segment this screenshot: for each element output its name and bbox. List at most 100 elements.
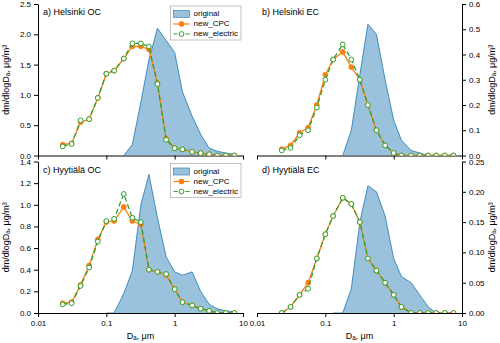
tick: 0.1 — [101, 313, 113, 328]
legend-entry: new_electric — [174, 187, 238, 196]
tick-mark — [106, 313, 107, 317]
axis-line — [462, 162, 463, 314]
marker — [279, 311, 284, 313]
marker — [69, 301, 74, 306]
tick-label: 2.0 — [20, 30, 32, 39]
tick-mark — [34, 4, 38, 5]
tick: 0.3 — [462, 76, 481, 85]
marker — [374, 268, 379, 273]
marker — [340, 195, 345, 200]
marker — [198, 306, 203, 311]
marker — [442, 311, 447, 313]
marker — [451, 311, 456, 313]
tick: 0.1 — [320, 313, 332, 328]
marker — [121, 192, 126, 197]
tick-label: 0.4 — [20, 266, 32, 275]
marker — [323, 232, 328, 237]
tick-mark — [243, 156, 244, 160]
marker — [95, 96, 100, 101]
tick — [106, 156, 107, 160]
marker — [357, 220, 362, 225]
marker — [172, 287, 177, 292]
marker — [279, 148, 284, 153]
legend-label: original — [194, 9, 220, 18]
marker — [366, 103, 371, 108]
tick: 0.5 — [462, 25, 481, 34]
marker — [87, 265, 92, 270]
marker — [232, 311, 237, 313]
tick-label: 0.0 — [20, 309, 32, 318]
marker — [130, 215, 135, 220]
line — [63, 207, 235, 313]
marker — [417, 153, 422, 155]
tick: 0.05 — [462, 279, 485, 288]
marker — [306, 128, 311, 133]
area — [333, 186, 453, 313]
marker — [451, 153, 456, 155]
axis-line — [38, 162, 39, 314]
y-axis-title: dm/dlogDₐ, μg/m³ — [1, 202, 11, 272]
line — [282, 44, 454, 155]
marker — [409, 311, 414, 313]
marker — [232, 153, 237, 155]
marker — [297, 292, 302, 297]
marker — [78, 284, 83, 289]
tick-mark — [34, 34, 38, 35]
line — [63, 194, 235, 313]
tick-label: 0.6 — [469, 0, 481, 9]
tick-mark — [257, 313, 258, 317]
marker — [297, 292, 302, 297]
marker — [223, 153, 228, 155]
marker — [121, 56, 126, 61]
tick-mark — [462, 105, 466, 106]
tick-mark — [34, 270, 38, 271]
legend-swatch — [174, 168, 190, 175]
tick-label: 0.1 — [101, 319, 113, 328]
tick-mark — [243, 313, 244, 317]
marker — [434, 311, 439, 313]
marker — [426, 311, 431, 313]
tick-mark — [38, 156, 39, 160]
legend-entry: original — [174, 167, 220, 176]
tick-mark — [462, 29, 466, 30]
tick — [394, 156, 395, 160]
marker — [207, 152, 212, 156]
marker — [340, 42, 345, 47]
marker — [112, 68, 117, 73]
marker — [383, 143, 388, 148]
tick: 2.0 — [20, 30, 38, 39]
marker — [331, 57, 336, 62]
tick — [243, 156, 244, 160]
line — [282, 52, 454, 156]
tick: 0.6 — [20, 244, 38, 253]
marker — [426, 153, 431, 155]
marker — [442, 153, 447, 155]
marker — [223, 311, 228, 313]
marker — [442, 311, 447, 313]
tick-mark — [462, 252, 466, 253]
panel: 0.00.51.01.52.02.5a) Helsinki OCdm/dlogD… — [1, 0, 243, 161]
marker — [112, 68, 117, 73]
tick: 0.4 — [462, 51, 481, 60]
marker — [417, 153, 422, 155]
tick: 0.5 — [20, 121, 38, 130]
marker — [155, 269, 160, 274]
marker — [130, 41, 135, 46]
tick-label: 1.5 — [20, 61, 32, 70]
tick-label: 10 — [239, 319, 248, 328]
marker — [232, 311, 237, 313]
marker — [207, 152, 212, 156]
tick-mark — [394, 313, 395, 317]
tick-label: 0.25 — [469, 158, 485, 167]
tick — [257, 156, 258, 160]
tick-mark — [106, 156, 107, 160]
legend: originalnew_CPCnew_electric — [171, 164, 241, 198]
marker — [95, 96, 100, 101]
legend-entry: new_CPC — [174, 177, 230, 186]
legend-marker — [179, 189, 184, 194]
marker — [417, 311, 422, 313]
plot-area — [60, 28, 237, 155]
marker — [198, 306, 203, 311]
tick: 0.15 — [462, 218, 485, 227]
marker — [104, 71, 109, 76]
